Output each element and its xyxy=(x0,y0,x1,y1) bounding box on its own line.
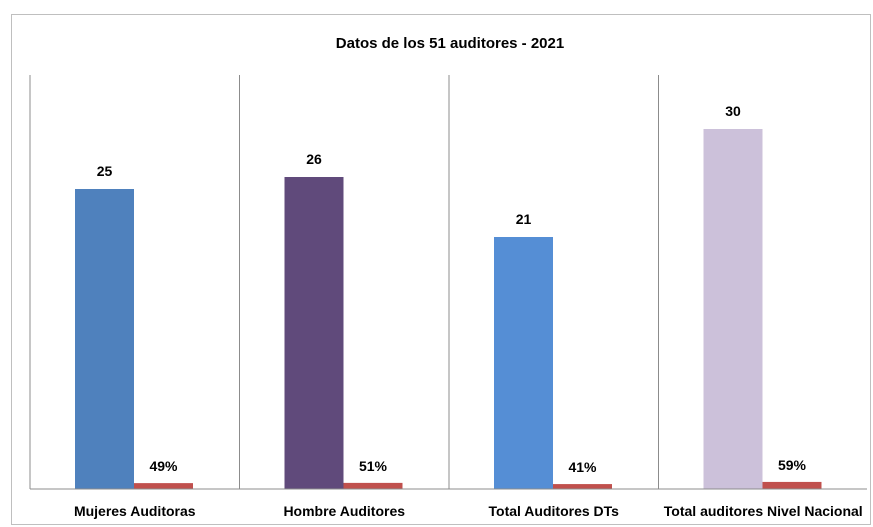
data-labels: 25 49% 26 51% 21 41% 30 59% xyxy=(97,103,807,475)
category-dividers xyxy=(29,75,659,489)
bar-percentage xyxy=(762,481,822,489)
category-labels: Mujeres Auditoras Hombre Auditores Total A… xyxy=(74,503,863,519)
category-label: Total Auditores DTs xyxy=(489,503,620,519)
bar-count xyxy=(494,237,553,489)
bar-percentage xyxy=(553,484,612,489)
data-label-count: 26 xyxy=(306,151,322,167)
data-label-percentage: 59% xyxy=(778,457,807,473)
bar-percentage xyxy=(134,483,193,489)
bars xyxy=(75,129,822,489)
bar-percentage xyxy=(343,482,403,489)
data-label-percentage: 49% xyxy=(149,458,178,474)
bar-count xyxy=(75,189,134,489)
category-label: Mujeres Auditoras xyxy=(74,503,196,519)
bar-count xyxy=(284,177,344,489)
category-label: Total auditores Nivel Nacional xyxy=(664,503,863,519)
data-label-percentage: 51% xyxy=(359,458,388,474)
data-label-percentage: 41% xyxy=(568,459,597,475)
data-label-count: 21 xyxy=(516,211,532,227)
category-label: Hombre Auditores xyxy=(283,503,405,519)
bar-count xyxy=(703,129,763,489)
data-label-count: 30 xyxy=(725,103,741,119)
chart-title: Datos de los 51 auditores - 2021 xyxy=(336,35,564,52)
data-label-count: 25 xyxy=(97,163,113,179)
